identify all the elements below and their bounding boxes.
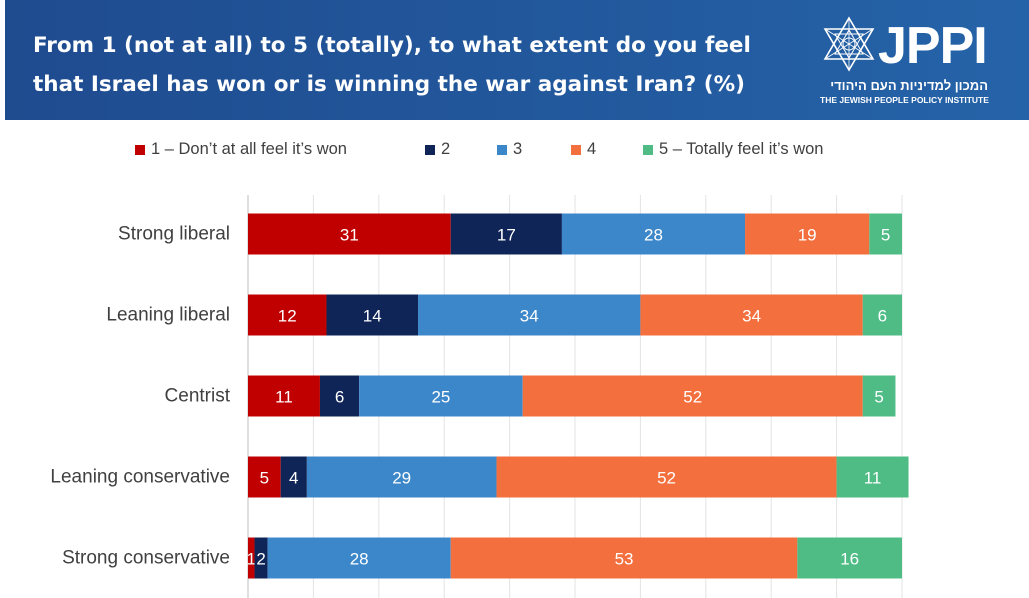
bar-segment <box>248 537 255 579</box>
chart-title: From 1 (not at all) to 5 (totally), to w… <box>33 26 803 104</box>
data-label: 11 <box>275 388 293 407</box>
bar-segment <box>319 375 360 417</box>
data-label: 5 <box>874 388 883 407</box>
legend-label: 4 <box>587 140 597 158</box>
category-label: Centrist <box>165 386 231 407</box>
legend-swatch <box>497 144 507 155</box>
logo-wordmark: JPPI <box>878 17 988 75</box>
bar-segment <box>267 537 451 579</box>
legend-swatch <box>135 144 145 155</box>
legend-label: 2 <box>441 140 451 158</box>
data-label: 28 <box>644 226 663 245</box>
data-label: 29 <box>392 469 411 488</box>
data-label: 17 <box>497 226 516 245</box>
data-label: 11 <box>864 469 882 488</box>
bar-segment <box>248 375 320 417</box>
data-label: 4 <box>289 469 298 488</box>
data-label: 28 <box>350 550 369 569</box>
chart-header: From 1 (not at all) to 5 (totally), to w… <box>5 0 1029 120</box>
bar-segment <box>745 213 870 255</box>
data-label: 5 <box>260 469 269 488</box>
data-label: 19 <box>798 226 817 245</box>
legend-swatch <box>571 144 581 155</box>
bar-segment <box>248 294 327 336</box>
data-label: 34 <box>520 307 539 326</box>
bar-segment <box>862 294 902 336</box>
bar-segment <box>496 456 837 498</box>
bar-segment <box>862 375 896 417</box>
legend-swatch <box>425 144 435 155</box>
bar-segment <box>450 537 798 579</box>
legend-item: 5 – Totally feel it’s won <box>643 140 823 159</box>
legend-item: 2 <box>425 140 450 159</box>
bar-segment <box>836 456 909 498</box>
chart-legend: 1 – Don’t at all feel it’s won 2 3 4 5 – Tot… <box>0 140 1029 160</box>
legend-label: 1 – Don’t at all feel it’s won <box>151 140 347 158</box>
data-label: 6 <box>335 388 344 407</box>
legend-item: 4 <box>571 140 596 159</box>
star-of-david-icon <box>823 16 875 72</box>
jppi-logo: JPPI המכון למדיניות העם היהודי THE JEWIS… <box>820 16 995 108</box>
bar-segment <box>280 456 307 498</box>
legend-label: 3 <box>513 140 523 158</box>
bar-segment <box>326 294 419 336</box>
bar-segment <box>248 456 281 498</box>
title-line-1: From 1 (not at all) to 5 (totally), to w… <box>33 33 751 58</box>
category-label: Leaning liberal <box>106 305 230 326</box>
bar-segment <box>254 537 268 579</box>
data-label: 52 <box>683 388 702 407</box>
bar-segment <box>797 537 902 579</box>
bar-segment <box>640 294 863 336</box>
data-label: 1 <box>247 550 256 569</box>
bar-segment <box>359 375 523 417</box>
data-label: 34 <box>742 307 761 326</box>
logo-hebrew-text: המכון למדיניות העם היהודי <box>830 78 988 93</box>
data-label: 53 <box>615 550 634 569</box>
legend-item: 3 <box>497 140 522 159</box>
bar-segment <box>450 213 562 255</box>
data-label: 16 <box>840 550 859 569</box>
bar-segment <box>522 375 863 417</box>
legend-label: 5 – Totally feel it’s won <box>659 140 824 158</box>
category-label: Leaning conservative <box>50 467 230 488</box>
data-label: 6 <box>878 307 887 326</box>
data-label: 31 <box>340 226 359 245</box>
title-line-2: that Israel has won or is winning the wa… <box>33 72 745 97</box>
bar-segment <box>248 213 451 255</box>
data-label: 2 <box>256 550 265 569</box>
data-label: 5 <box>881 226 890 245</box>
bar-segment <box>561 213 746 255</box>
bar-segment <box>306 456 497 498</box>
data-label: 25 <box>431 388 450 407</box>
data-label: 12 <box>278 307 297 326</box>
logo-english-text: THE JEWISH PEOPLE POLICY INSTITUTE <box>820 95 989 105</box>
category-label: Strong conservative <box>62 548 230 569</box>
data-label: 52 <box>657 469 676 488</box>
legend-item: 1 – Don’t at all feel it’s won <box>135 140 347 159</box>
bar-segment <box>418 294 641 336</box>
category-label: Strong liberal <box>118 224 230 245</box>
legend-swatch <box>643 144 653 155</box>
data-label: 14 <box>363 307 382 326</box>
bar-segment <box>869 213 902 255</box>
